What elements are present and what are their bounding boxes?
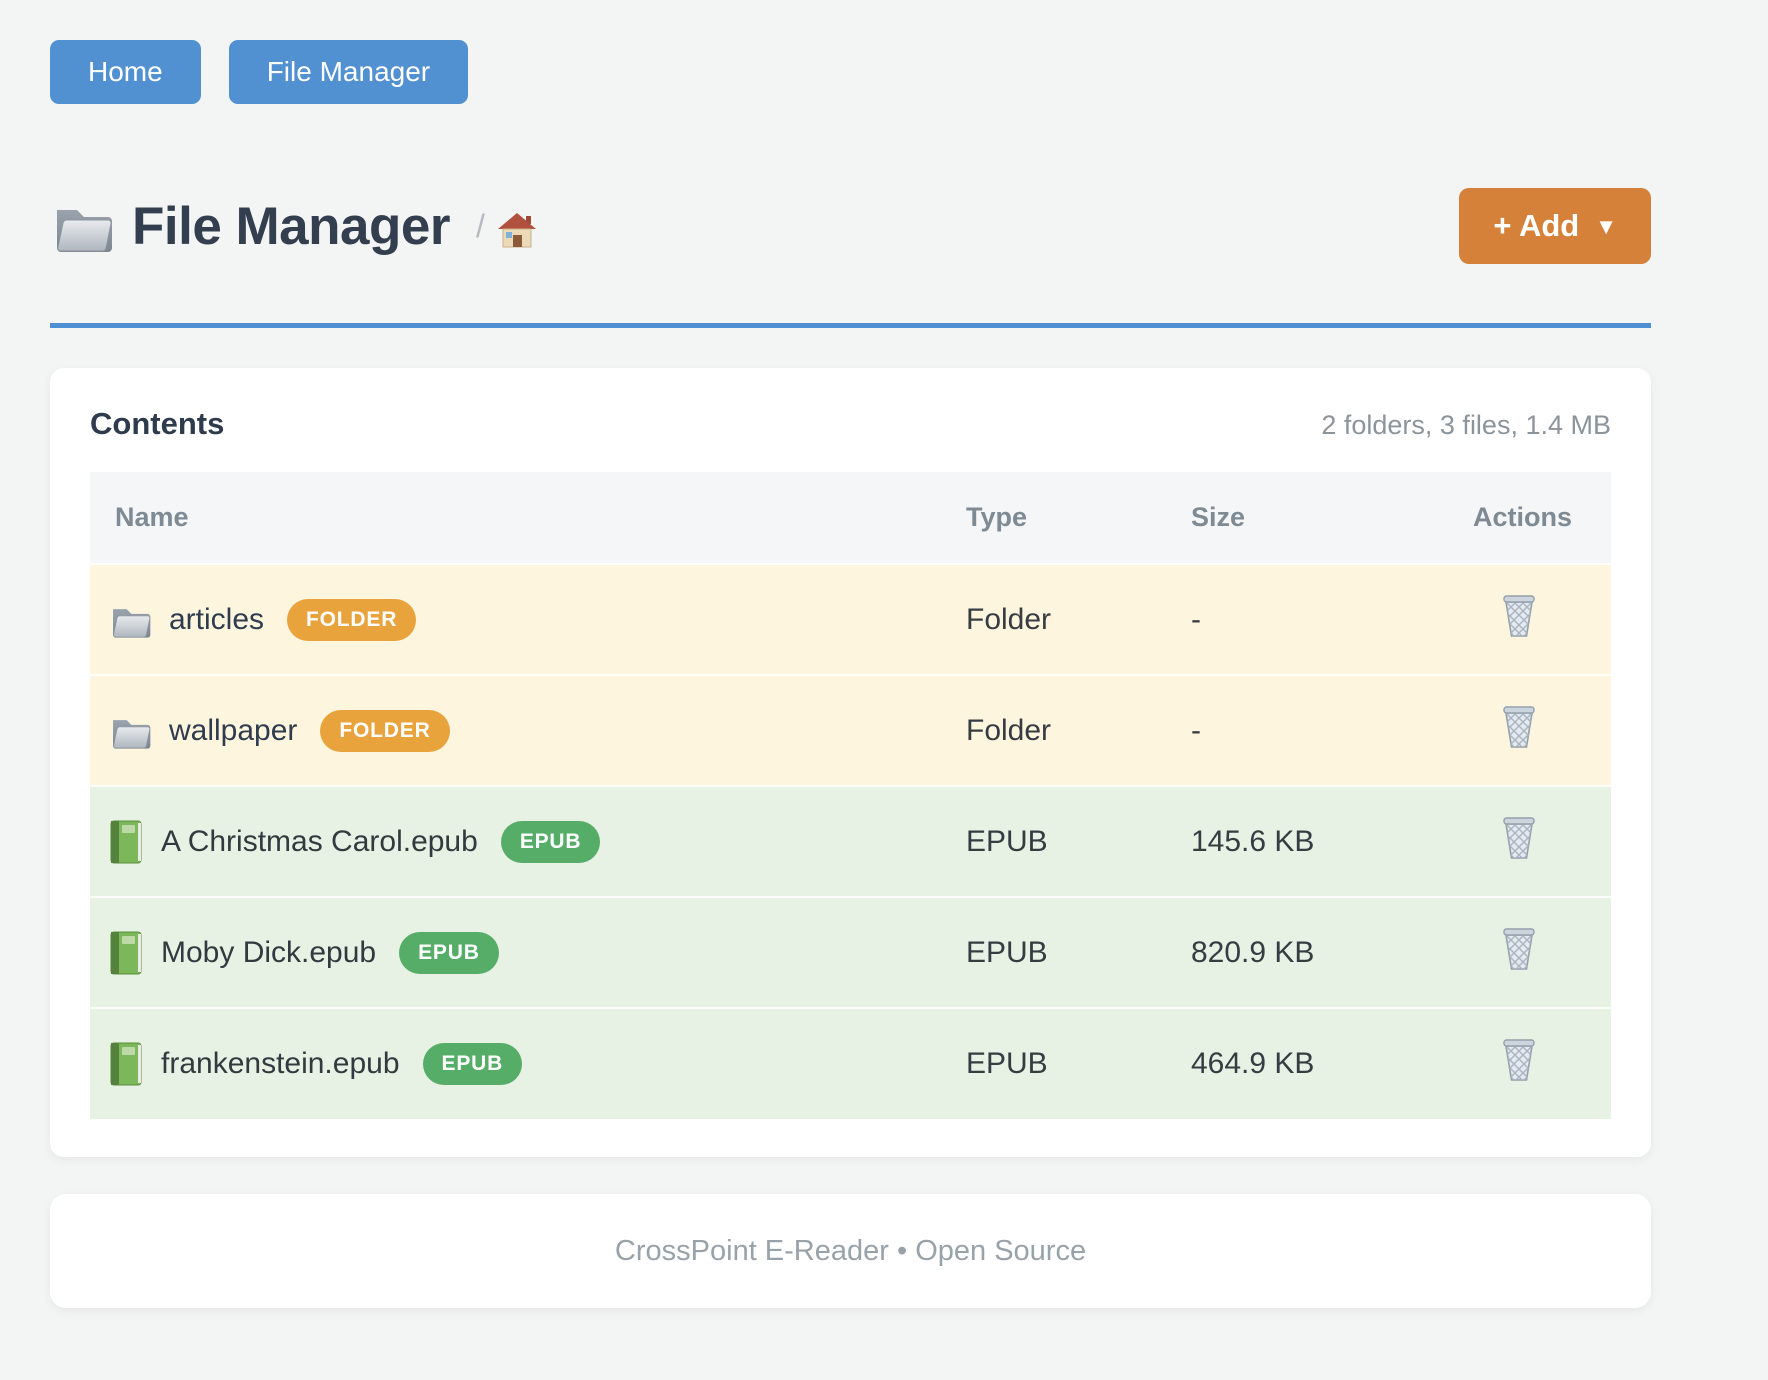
book-icon bbox=[108, 1042, 144, 1086]
table-header-row: Name Type Size Actions bbox=[90, 472, 1611, 564]
file-size: 145.6 KB bbox=[1191, 824, 1315, 858]
folder-icon bbox=[50, 198, 114, 254]
file-name[interactable]: wallpaper bbox=[169, 713, 298, 747]
file-name[interactable]: Moby Dick.epub bbox=[161, 935, 377, 969]
file-name[interactable]: A Christmas Carol.epub bbox=[161, 824, 478, 858]
header-divider bbox=[50, 323, 1651, 328]
contents-card: Contents 2 folders, 3 files, 1.4 MB Name… bbox=[50, 368, 1651, 1157]
page: Home File Manager File Manager / + Add ▼ bbox=[50, 0, 1651, 1308]
file-manager-button[interactable]: File Manager bbox=[228, 40, 469, 104]
contents-card-header: Contents 2 folders, 3 files, 1.4 MB bbox=[90, 406, 1611, 442]
type-badge: EPUB bbox=[500, 820, 601, 863]
file-size: 464.9 KB bbox=[1191, 1047, 1315, 1080]
page-header: File Manager / + Add ▼ bbox=[50, 188, 1651, 264]
footer-text: CrossPoint E-Reader • Open Source bbox=[614, 1234, 1087, 1267]
column-header-actions: Actions bbox=[1473, 502, 1573, 532]
file-size: - bbox=[1191, 713, 1201, 747]
contents-title: Contents bbox=[90, 406, 225, 441]
wastebasket-icon bbox=[1499, 704, 1539, 750]
file-type: EPUB bbox=[966, 1047, 1048, 1080]
type-badge: EPUB bbox=[399, 931, 499, 974]
table-row: Moby Dick.epub EPUB EPUB 820.9 KB bbox=[90, 897, 1611, 1008]
home-button[interactable]: Home bbox=[50, 40, 201, 104]
type-badge: FOLDER bbox=[287, 598, 417, 641]
table-row: frankenstein.epub EPUB EPUB 464.9 KB bbox=[90, 1008, 1611, 1119]
footer: CrossPoint E-Reader • Open Source bbox=[50, 1194, 1651, 1308]
file-type: EPUB bbox=[966, 935, 1048, 969]
type-badge: FOLDER bbox=[320, 709, 450, 752]
folder-icon bbox=[108, 601, 152, 639]
caret-down-icon: ▼ bbox=[1595, 214, 1617, 239]
book-icon bbox=[108, 931, 144, 975]
file-type: Folder bbox=[966, 602, 1052, 636]
file-name[interactable]: articles bbox=[169, 602, 265, 636]
file-type: Folder bbox=[966, 713, 1052, 747]
delete-button[interactable] bbox=[1499, 704, 1539, 750]
file-type: EPUB bbox=[966, 824, 1048, 858]
file-size: 820.9 KB bbox=[1191, 935, 1315, 969]
wastebasket-icon bbox=[1499, 815, 1539, 861]
column-header-name: Name bbox=[115, 502, 189, 532]
folder-icon bbox=[108, 712, 152, 750]
page-title: File Manager bbox=[132, 196, 450, 256]
delete-button[interactable] bbox=[1499, 1037, 1539, 1083]
file-table: Name Type Size Actions bbox=[90, 472, 1611, 1119]
contents-summary: 2 folders, 3 files, 1.4 MB bbox=[1321, 410, 1611, 440]
add-button-label: + Add bbox=[1493, 208, 1580, 243]
column-header-size: Size bbox=[1191, 502, 1246, 532]
wastebasket-icon bbox=[1499, 593, 1539, 639]
wastebasket-icon bbox=[1499, 1037, 1539, 1083]
type-badge: EPUB bbox=[422, 1043, 523, 1085]
file-size: - bbox=[1191, 602, 1201, 636]
breadcrumb-separator: / bbox=[475, 207, 485, 244]
delete-button[interactable] bbox=[1499, 926, 1539, 972]
house-icon[interactable] bbox=[497, 212, 537, 248]
table-row: wallpaper FOLDER Folder - bbox=[90, 675, 1611, 786]
top-nav: Home File Manager bbox=[50, 0, 1651, 104]
wastebasket-icon bbox=[1499, 926, 1539, 972]
book-icon bbox=[108, 820, 144, 864]
file-name[interactable]: frankenstein.epub bbox=[161, 1047, 400, 1080]
delete-button[interactable] bbox=[1499, 593, 1539, 639]
table-row: articles FOLDER Folder - bbox=[90, 564, 1611, 675]
table-row: A Christmas Carol.epub EPUB EPUB 145.6 K… bbox=[90, 786, 1611, 897]
delete-button[interactable] bbox=[1499, 815, 1539, 861]
column-header-type: Type bbox=[966, 502, 1028, 532]
file-table-body: articles FOLDER Folder - bbox=[90, 564, 1611, 1119]
add-button[interactable]: + Add ▼ bbox=[1459, 188, 1651, 264]
